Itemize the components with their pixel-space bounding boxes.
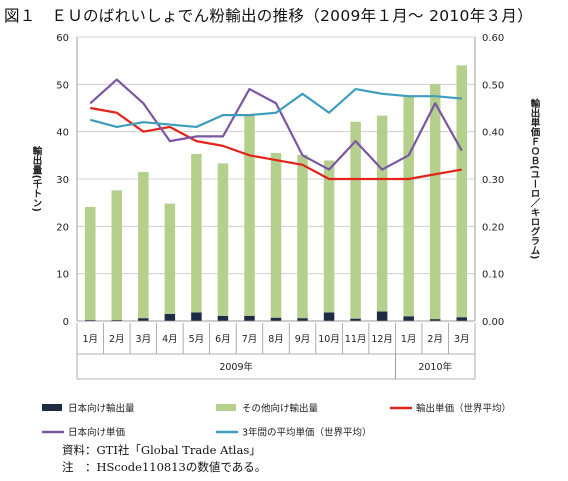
line-3yr-avg-unit-price	[89, 87, 462, 129]
year-group-label: 2009年	[219, 361, 253, 373]
bar-japan-export	[350, 318, 361, 321]
category-label: 4月	[162, 334, 178, 345]
category-label: 3月	[454, 334, 470, 345]
category-label: 2月	[109, 334, 125, 345]
bar-japan-export	[85, 320, 96, 321]
category-label: 12月	[371, 334, 393, 345]
source-note: 資料：GTI社「Global Trade Atlas」	[62, 443, 261, 457]
bar-other-export	[191, 153, 202, 313]
legend-label: 輸出単価（世界平均）	[416, 403, 511, 415]
category-label: 7月	[242, 334, 258, 345]
category-label: 2月	[427, 334, 443, 345]
category-label: 11月	[345, 334, 367, 345]
bar-other-export	[456, 65, 467, 318]
bar-japan-export	[376, 311, 388, 321]
axis-layer: 0 10 20 30 40 50 60 0.00 0.10 0.20 0.30 0.40 0.50 0.6…	[31, 33, 542, 380]
left-tick-label: 30	[56, 175, 69, 186]
right-tick-label: 0.20	[482, 222, 504, 233]
bar-other-export	[297, 154, 308, 319]
category-label: 1月	[82, 334, 98, 345]
line-layer	[89, 78, 463, 181]
category-label: 1月	[401, 334, 417, 345]
bar-japan-export	[244, 315, 255, 321]
bar-other-export	[244, 115, 255, 316]
year-group-label: 2010年	[418, 361, 452, 373]
bar-other-export	[323, 160, 335, 313]
bar-japan-export	[191, 312, 202, 321]
legend-swatch	[216, 404, 236, 411]
right-tick-label: 0.50	[482, 80, 504, 91]
bar-other-export	[270, 152, 282, 318]
bar-japan-export	[403, 316, 414, 321]
bar-japan-export	[297, 318, 308, 321]
bar-japan-export	[138, 318, 149, 321]
right-tick-label: 0.10	[482, 270, 504, 281]
bar-other-export	[111, 190, 123, 321]
right-tick-label: 0.00	[482, 317, 504, 328]
category-label: 10月	[318, 334, 340, 345]
bar-japan-export	[323, 312, 335, 321]
bar-other-export	[85, 206, 96, 321]
line-export-unit-price	[90, 106, 462, 181]
notes: 資料：GTI社「Global Trade Atlas」 注 ：HScode110…	[62, 442, 266, 476]
legend-label: 日本向け輸出量	[68, 403, 135, 415]
category-label: 5月	[189, 334, 205, 345]
left-tick-label: 0	[63, 317, 69, 328]
left-tick-label: 10	[56, 270, 69, 281]
category-label: 8月	[268, 334, 284, 345]
right-tick-label: 0.30	[482, 175, 504, 186]
legend-label: 3年間の平均単価（世界平均）	[242, 427, 372, 439]
right-tick-label: 0.60	[482, 33, 504, 44]
right-tick-label: 0.40	[482, 128, 504, 139]
bar-other-export	[376, 115, 388, 312]
bar-other-export	[138, 171, 149, 319]
category-label: 3月	[136, 334, 152, 345]
bar-japan-export	[217, 315, 229, 321]
bar-japan-export	[456, 317, 467, 321]
left-tick-label: 60	[56, 33, 69, 44]
bar-japan-export	[111, 320, 123, 321]
bar-japan-export	[429, 319, 441, 321]
chart-title: 図１ ＥＵのばれいしょでん粉輸出の推移（2009年１月～ 2010年３月）	[4, 7, 533, 25]
category-label: 9月	[295, 334, 311, 345]
bar-other-export	[403, 95, 414, 317]
bar-other-export	[350, 121, 361, 319]
left-tick-label: 50	[56, 80, 69, 91]
left-tick-label: 20	[56, 222, 69, 233]
line-japan-unit-price	[89, 78, 463, 171]
bar-other-export	[217, 163, 229, 316]
chart-svg: 0 10 20 30 40 50 60 0.00 0.10 0.20 0.30 0.40 0.50 0.6…	[31, 33, 542, 439]
bar-japan-export	[164, 313, 176, 321]
left-tick-label: 40	[56, 128, 69, 139]
legend-label: 日本向け単価	[68, 427, 126, 439]
bar-layer	[85, 65, 467, 321]
left-axis-title: 輸出量(千トン)	[31, 146, 43, 212]
legend-label: その他向け輸出量	[242, 403, 319, 415]
legend-swatch	[42, 404, 62, 411]
bar-japan-export	[270, 317, 282, 321]
legend-layer: 日本向け輸出量 その他向け輸出量 輸出単価（世界平均） 日本向け単価 3年間の平均単価（…	[42, 403, 511, 439]
right-axis-title: 輸出単価ＦＯＢ(ユーロ／キログラム)	[529, 98, 542, 259]
bar-other-export	[164, 203, 176, 314]
category-label: 6月	[215, 334, 231, 345]
bar-other-export	[429, 84, 441, 320]
data-note: 注 ：HScode110813の数値である。	[62, 460, 267, 474]
